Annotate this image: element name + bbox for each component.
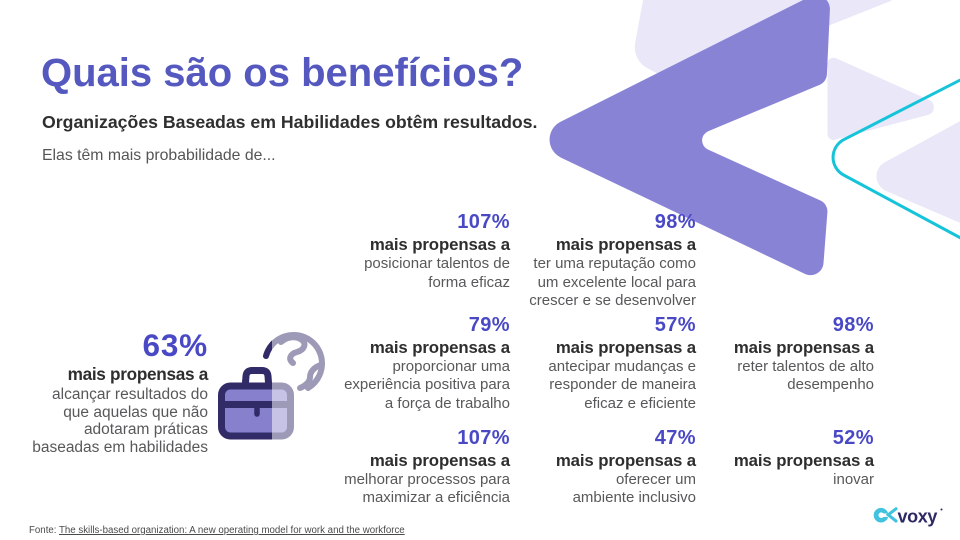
svg-text:voxy: voxy <box>898 507 938 527</box>
